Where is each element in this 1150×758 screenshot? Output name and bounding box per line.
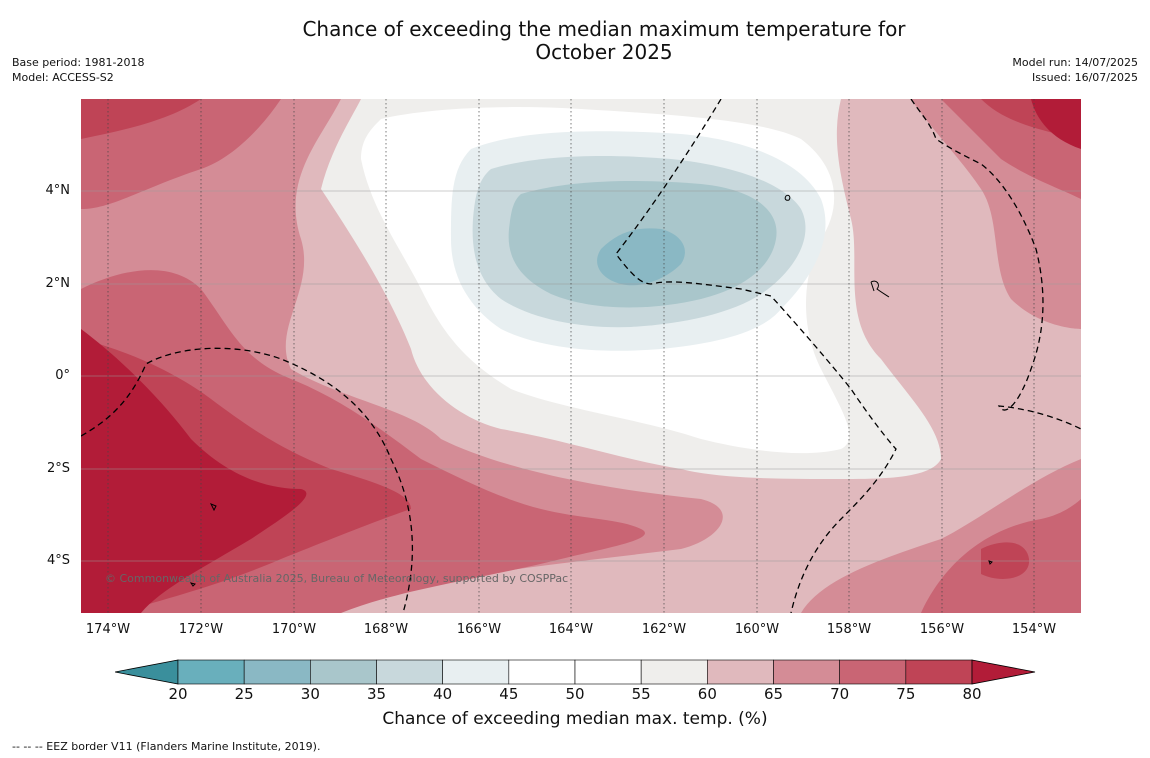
forecast-map (81, 99, 1081, 613)
colorbar-tick-label: 45 (499, 685, 519, 703)
lon-label-160w: 160°W (734, 622, 780, 637)
colorbar-cell (508, 659, 576, 685)
copyright-notice: © Commonwealth of Australia 2025, Bureau… (105, 572, 569, 585)
title-line-2: October 2025 (535, 40, 673, 64)
colorbar-extend-high (971, 659, 1036, 685)
colorbar-cell (773, 659, 840, 685)
colorbar-tick-label: 75 (896, 685, 916, 703)
colorbar-tick-label: 55 (631, 685, 651, 703)
colorbar-cell (574, 659, 642, 685)
colorbar-cell (442, 659, 510, 685)
title-line-1: Chance of exceeding the median maximum t… (302, 17, 906, 41)
region-80-plus-west (81, 329, 307, 613)
colorbar-cell (640, 659, 708, 685)
lon-label-168w: 168°W (363, 622, 409, 637)
colorbar-cell (905, 659, 973, 685)
colorbar-tick-label: 30 (300, 685, 320, 703)
colorbar-cell (376, 659, 443, 685)
colorbar-cell (839, 659, 907, 685)
colorbar-tick-label: 80 (962, 685, 982, 703)
colorbar-tick-label: 50 (565, 685, 585, 703)
issued-date: Issued: 16/07/2025 (1031, 71, 1138, 84)
colorbar-tick-label: 60 (697, 685, 717, 703)
lon-label-174w: 174°W (85, 622, 131, 637)
lon-label-170w: 170°W (271, 622, 317, 637)
meta-left: Base period: 1981-2018 Model: ACCESS-S2 (12, 55, 144, 85)
islands (189, 194, 993, 587)
eez-legend-note: -- -- -- EEZ border V11 (Flanders Marine… (12, 740, 321, 753)
colorbar-cell (243, 659, 311, 685)
colorbar-tick-label: 35 (366, 685, 387, 703)
base-period: Base period: 1981-2018 (12, 56, 145, 69)
lat-label-2n: 2°N (45, 276, 71, 291)
colorbar-tick-label: 70 (830, 685, 850, 703)
lat-label-2s: 2°S (46, 461, 70, 476)
colorbar-cell (707, 659, 774, 685)
meridians (107, 99, 1035, 613)
meta-right: Model run: 14/07/2025 Issued: 16/07/2025 (1012, 55, 1138, 85)
lon-label-164w: 164°W (548, 622, 594, 637)
colorbar-tick-label: 25 (234, 685, 254, 703)
colorbar-tick-label: 40 (433, 685, 453, 703)
lon-label-166w: 166°W (456, 622, 502, 637)
lat-label-4s: 4°S (46, 553, 70, 568)
lon-label-162w: 162°W (641, 622, 687, 637)
lon-label-156w: 156°W (919, 622, 965, 637)
colorbar-tick-label: 20 (168, 685, 188, 703)
colorbar-tick-label: 65 (763, 685, 784, 703)
colorbar-cell (177, 659, 245, 685)
colorbar-cell (310, 659, 377, 685)
colorbar (115, 659, 1036, 685)
colorbar-extend-low (115, 659, 179, 685)
region-25-30 (597, 228, 685, 286)
lon-label-158w: 158°W (826, 622, 872, 637)
lat-label-0: 0° (55, 368, 70, 383)
model-name: Model: ACCESS-S2 (12, 71, 114, 84)
eez-borders (81, 99, 1081, 613)
lat-label-4n: 4°N (45, 183, 71, 198)
lon-label-154w: 154°W (1011, 622, 1057, 637)
model-run: Model run: 14/07/2025 (1012, 56, 1138, 69)
chart-title: Chance of exceeding the median maximum t… (0, 18, 1150, 64)
graticule (81, 190, 1081, 562)
colorbar-label: Chance of exceeding median max. temp. (%… (382, 709, 768, 729)
region-80-plus-northeast (1031, 99, 1081, 149)
lon-label-172w: 172°W (178, 622, 224, 637)
